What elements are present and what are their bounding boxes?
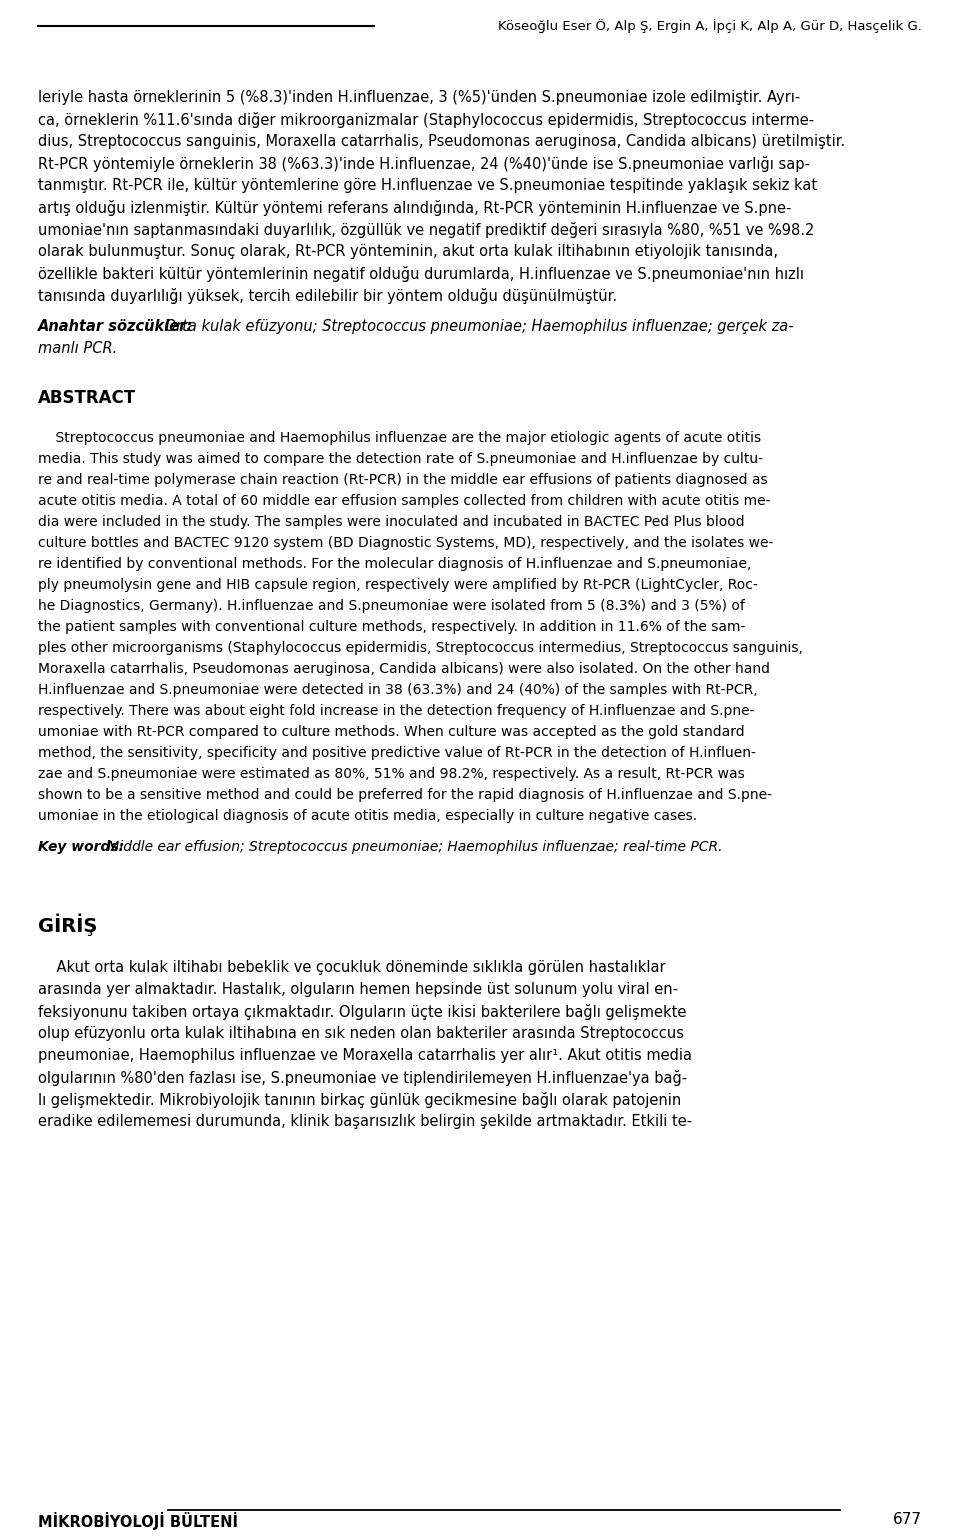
Text: lı gelişmektedir. Mikrobiyolojik tanının birkaç günlük gecikmesine bağlı olarak : lı gelişmektedir. Mikrobiyolojik tanının… (38, 1093, 682, 1108)
Text: the patient samples with conventional culture methods, respectively. In addition: the patient samples with conventional cu… (38, 619, 745, 633)
Text: 677: 677 (893, 1512, 922, 1526)
Text: shown to be a sensitive method and could be preferred for the rapid diagnosis of: shown to be a sensitive method and could… (38, 788, 772, 802)
Text: culture bottles and BACTEC 9120 system (BD Diagnostic Systems, MD), respectively: culture bottles and BACTEC 9120 system (… (38, 536, 774, 550)
Text: GİRİŞ: GİRİŞ (38, 915, 97, 936)
Text: H.influenzae and S.pneumoniae were detected in 38 (63.3%) and 24 (40%) of the sa: H.influenzae and S.pneumoniae were detec… (38, 682, 757, 696)
Text: Middle ear effusion; Streptococcus pneumoniae; Haemophilus influenzae; real-time: Middle ear effusion; Streptococcus pneum… (103, 841, 723, 855)
Text: ca, örneklerin %11.6'sında diğer mikroorganizmalar (Staphylococcus epidermidis, : ca, örneklerin %11.6'sında diğer mikroor… (38, 112, 814, 128)
Text: respectively. There was about eight fold increase in the detection frequency of : respectively. There was about eight fold… (38, 704, 755, 718)
Text: artış olduğu izlenmiştir. Kültür yöntemi referans alındığında, Rt-PCR yönteminin: artış olduğu izlenmiştir. Kültür yöntemi… (38, 200, 791, 217)
Text: Anahtar sözcükler:: Anahtar sözcükler: (38, 318, 193, 334)
Text: re identified by conventional methods. For the molecular diagnosis of H.influenz: re identified by conventional methods. F… (38, 556, 752, 572)
Text: tanmıştır. Rt-PCR ile, kültür yöntemlerine göre H.influenzae ve S.pneumoniae tes: tanmıştır. Rt-PCR ile, kültür yöntemleri… (38, 178, 817, 194)
Text: ABSTRACT: ABSTRACT (38, 389, 136, 407)
Text: olgularının %80'den fazlası ise, S.pneumoniae ve tiplendirilemeyen H.influenzae': olgularının %80'den fazlası ise, S.pneum… (38, 1070, 687, 1087)
Text: Moraxella catarrhalis, Pseudomonas aeruginosa, Candida albicans) were also isola: Moraxella catarrhalis, Pseudomonas aerug… (38, 662, 770, 676)
Text: ples other microorganisms (Staphylococcus epidermidis, Streptococcus intermedius: ples other microorganisms (Staphylococcu… (38, 641, 803, 655)
Text: leriyle hasta örneklerinin 5 (%8.3)'inden H.influenzae, 3 (%5)'ünden S.pneumonia: leriyle hasta örneklerinin 5 (%8.3)'inde… (38, 91, 801, 105)
Text: eradike edilememesi durumunda, klinik başarısızlık belirgin şekilde artmaktadır.: eradike edilememesi durumunda, klinik ba… (38, 1114, 692, 1130)
Text: pneumoniae, Haemophilus influenzae ve Moraxella catarrhalis yer alır¹. Akut otit: pneumoniae, Haemophilus influenzae ve Mo… (38, 1048, 692, 1064)
Text: Orta kulak efüzyonu; Streptococcus pneumoniae; Haemophilus influenzae; gerçek za: Orta kulak efüzyonu; Streptococcus pneum… (160, 318, 794, 334)
Text: dia were included in the study. The samples were inoculated and incubated in BAC: dia were included in the study. The samp… (38, 515, 745, 529)
Text: Streptococcus pneumoniae and Haemophilus influenzae are the major etiologic agen: Streptococcus pneumoniae and Haemophilus… (38, 430, 761, 446)
Text: feksiyonunu takiben ortaya çıkmaktadır. Olguların üçte ikisi bakterilere bağlı g: feksiyonunu takiben ortaya çıkmaktadır. … (38, 1004, 686, 1021)
Text: MİKROBİYOLOJİ BÜLTENİ: MİKROBİYOLOJİ BÜLTENİ (38, 1512, 238, 1529)
Text: umoniae in the etiological diagnosis of acute otitis media, especially in cultur: umoniae in the etiological diagnosis of … (38, 808, 697, 822)
Text: he Diagnostics, Germany). H.influenzae and S.pneumoniae were isolated from 5 (8.: he Diagnostics, Germany). H.influenzae a… (38, 599, 745, 613)
Text: Köseoğlu Eser Ö, Alp Ş, Ergin A, İpçi K, Alp A, Gür D, Hasçelik G.: Köseoğlu Eser Ö, Alp Ş, Ergin A, İpçi K,… (498, 18, 922, 32)
Text: manlı PCR.: manlı PCR. (38, 341, 117, 355)
Text: method, the sensitivity, specificity and positive predictive value of Rt-PCR in : method, the sensitivity, specificity and… (38, 745, 756, 759)
Text: tanısında duyarlılığı yüksek, tercih edilebilir bir yöntem olduğu düşünülmüştür.: tanısında duyarlılığı yüksek, tercih edi… (38, 287, 617, 304)
Text: umoniae'nın saptanmasındaki duyarlılık, özgüllük ve negatif prediktif değeri sır: umoniae'nın saptanmasındaki duyarlılık, … (38, 221, 814, 238)
Text: olup efüzyonlu orta kulak iltihabına en sık neden olan bakteriler arasında Strep: olup efüzyonlu orta kulak iltihabına en … (38, 1027, 684, 1041)
Text: umoniae with Rt-PCR compared to culture methods. When culture was accepted as th: umoniae with Rt-PCR compared to culture … (38, 725, 745, 739)
Text: ply pneumolysin gene and HIB capsule region, respectively were amplified by Rt-P: ply pneumolysin gene and HIB capsule reg… (38, 578, 757, 592)
Text: Rt-PCR yöntemiyle örneklerin 38 (%63.3)'inde H.influenzae, 24 (%40)'ünde ise S.p: Rt-PCR yöntemiyle örneklerin 38 (%63.3)'… (38, 155, 810, 172)
Text: olarak bulunmuştur. Sonuç olarak, Rt-PCR yönteminin, akut orta kulak iltihabının: olarak bulunmuştur. Sonuç olarak, Rt-PCR… (38, 244, 778, 260)
Text: dius, Streptococcus sanguinis, Moraxella catarrhalis, Pseudomonas aeruginosa, Ca: dius, Streptococcus sanguinis, Moraxella… (38, 134, 845, 149)
Text: özellikle bakteri kültür yöntemlerinin negatif olduğu durumlarda, H.influenzae v: özellikle bakteri kültür yöntemlerinin n… (38, 266, 804, 281)
Text: Akut orta kulak iltihabı bebeklik ve çocukluk döneminde sıklıkla görülen hastalı: Akut orta kulak iltihabı bebeklik ve çoc… (38, 961, 665, 974)
Text: re and real-time polymerase chain reaction (Rt-PCR) in the middle ear effusions : re and real-time polymerase chain reacti… (38, 473, 768, 487)
Text: acute otitis media. A total of 60 middle ear effusion samples collected from chi: acute otitis media. A total of 60 middle… (38, 493, 771, 509)
Text: zae and S.pneumoniae were estimated as 80%, 51% and 98.2%, respectively. As a re: zae and S.pneumoniae were estimated as 8… (38, 767, 745, 781)
Text: arasında yer almaktadır. Hastalık, olguların hemen hepsinde üst solunum yolu vir: arasında yer almaktadır. Hastalık, olgul… (38, 982, 678, 998)
Text: media. This study was aimed to compare the detection rate of S.pneumoniae and H.: media. This study was aimed to compare t… (38, 452, 763, 466)
Text: Key words:: Key words: (38, 841, 124, 855)
